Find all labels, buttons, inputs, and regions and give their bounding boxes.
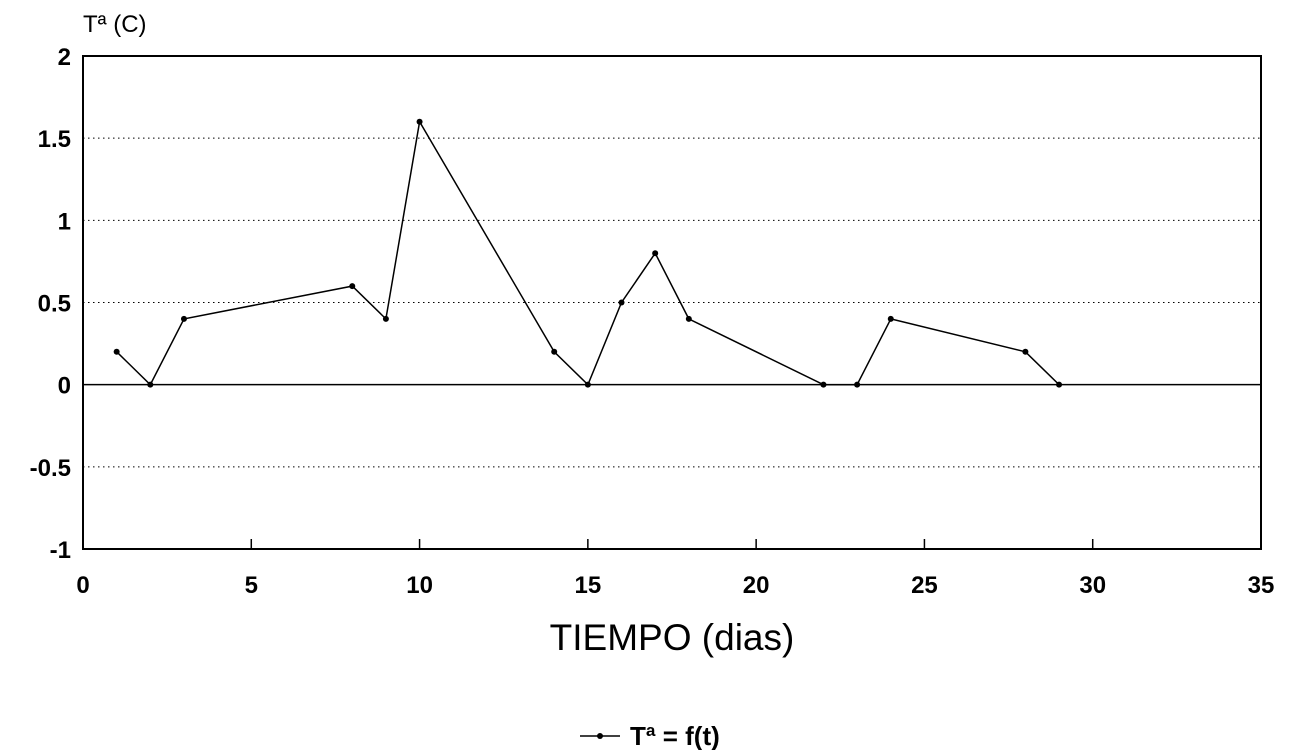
series-group bbox=[113, 118, 1063, 388]
data-point bbox=[854, 381, 861, 388]
y-tick-labels: -1 -0.5 0 0.5 1 1.5 2 bbox=[30, 44, 71, 564]
data-point bbox=[887, 315, 894, 322]
x-tick-label: 35 bbox=[1248, 572, 1275, 599]
data-point bbox=[820, 381, 827, 388]
data-point bbox=[685, 315, 692, 322]
x-tick-label: 30 bbox=[1079, 572, 1106, 599]
data-point bbox=[113, 348, 120, 355]
data-point bbox=[1056, 381, 1063, 388]
x-tick-labels: 0 5 10 15 20 25 30 35 bbox=[76, 572, 1274, 599]
x-tick-label: 25 bbox=[911, 572, 938, 599]
x-tick-label: 10 bbox=[406, 572, 433, 599]
data-point bbox=[180, 315, 187, 322]
data-point bbox=[349, 283, 356, 290]
y-tick-label: 2 bbox=[58, 44, 71, 71]
series-line bbox=[116, 119, 1060, 387]
x-tick-label: 5 bbox=[245, 572, 258, 599]
legend: Tª = f(t) bbox=[580, 721, 720, 750]
gridlines bbox=[83, 137, 1261, 468]
legend-marker bbox=[597, 733, 603, 739]
data-point bbox=[618, 299, 625, 306]
x-axis-label: TIEMPO (dias) bbox=[550, 617, 795, 658]
y-tick-label: 1 bbox=[58, 208, 71, 235]
data-point bbox=[652, 250, 659, 257]
legend-label: Tª = f(t) bbox=[630, 721, 720, 750]
x-tick-label: 0 bbox=[76, 572, 89, 599]
data-point bbox=[147, 381, 154, 388]
data-point bbox=[416, 118, 423, 125]
y-tick-label: 0 bbox=[58, 373, 71, 400]
y-tick-label: -0.5 bbox=[30, 455, 71, 482]
data-point bbox=[551, 348, 558, 355]
y-tick-label: -1 bbox=[50, 537, 71, 564]
data-point bbox=[382, 315, 389, 322]
data-point bbox=[1022, 348, 1029, 355]
x-tick-label: 15 bbox=[575, 572, 602, 599]
x-tick-label: 20 bbox=[743, 572, 770, 599]
y-axis-label: Tª (C) bbox=[83, 11, 147, 38]
y-tick-label: 1.5 bbox=[38, 126, 71, 153]
data-point bbox=[584, 381, 591, 388]
y-tick-label: 0.5 bbox=[38, 291, 71, 318]
axis-ticks bbox=[250, 539, 1094, 549]
